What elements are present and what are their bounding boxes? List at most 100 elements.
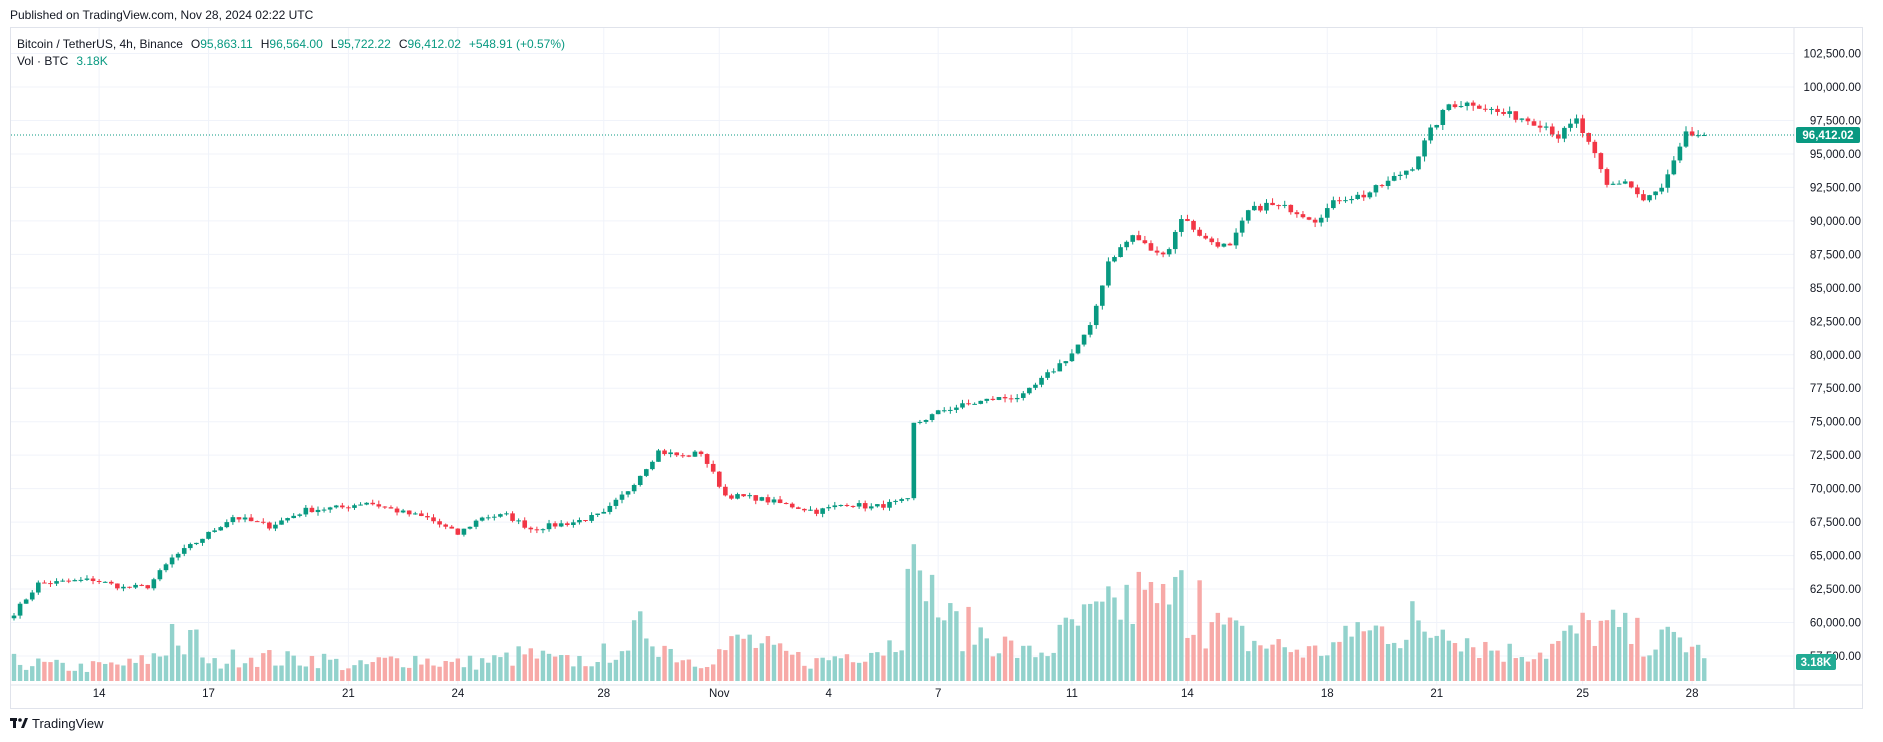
candle-body (1586, 133, 1592, 142)
volume-bar (1616, 627, 1622, 681)
candle-body (1689, 131, 1695, 136)
candle-body (1635, 187, 1640, 195)
tradingview-logo-icon (10, 718, 28, 729)
volume-bar (838, 658, 844, 681)
candle-body (1343, 200, 1348, 202)
candle-body (814, 509, 819, 514)
candle-body (133, 584, 138, 588)
time-axis: 14 17 21 24 28 Nov 4 7 11 14 18 21 25 28 (93, 688, 1699, 700)
volume-bar (935, 617, 941, 681)
volume-bar (911, 544, 917, 681)
price-tick-label: 102,500.00 (1803, 49, 1861, 61)
candle-body (1574, 118, 1579, 124)
candle-body (1300, 214, 1306, 218)
volume-bar (1154, 603, 1160, 681)
candle-body (1106, 261, 1111, 286)
volume-bar (139, 655, 144, 681)
volume-bar (966, 606, 971, 681)
price-tick-label: 67,500.00 (1810, 517, 1861, 529)
volume-bar (109, 662, 114, 681)
candle-body (510, 513, 515, 521)
volume-bar (291, 655, 296, 681)
volume-bar (1689, 646, 1695, 681)
candle-body (1653, 191, 1658, 196)
volume-bar (1385, 644, 1391, 681)
candle-body (1598, 153, 1604, 170)
volume-bar (419, 664, 424, 681)
volume-bar (516, 646, 521, 681)
candle-body (1355, 194, 1360, 199)
candle-body (546, 523, 552, 530)
volume-bar (1501, 661, 1506, 681)
candle-body (1093, 305, 1099, 326)
footer-brand[interactable]: TradingView (10, 716, 104, 731)
volume-bar (23, 669, 29, 681)
candle-body (1495, 108, 1500, 112)
time-tick-label: 28 (597, 688, 610, 700)
candle-body (1701, 135, 1707, 137)
candle-body (443, 524, 448, 527)
candle-body (11, 615, 17, 619)
volume-bar (1015, 657, 1020, 681)
candle-body (1349, 198, 1354, 201)
candle-body (1027, 387, 1032, 394)
volume-bar (1410, 601, 1415, 681)
volume-bar (832, 656, 837, 681)
candle-body (151, 579, 157, 589)
candle-body (571, 522, 576, 526)
candle-body (42, 582, 47, 584)
candle-body (1306, 217, 1312, 220)
volume-bar (340, 670, 345, 681)
last-volume-label: 3.18K (1801, 657, 1832, 669)
volume-bar (741, 638, 746, 681)
volume-bar (1598, 620, 1604, 681)
candle-body (267, 522, 272, 529)
last-volume-badge (1796, 654, 1836, 670)
candle-body (1525, 118, 1531, 122)
candle-body (850, 505, 856, 507)
volume-row: Vol · BTC 3.18K (17, 53, 565, 70)
volume-bar (175, 645, 181, 681)
price-tick-label: 85,000.00 (1810, 283, 1861, 295)
volume-bar (224, 663, 229, 681)
volume-bar (662, 645, 667, 681)
candle-body (1543, 126, 1549, 128)
volume-bar (455, 658, 461, 681)
candle-body (595, 513, 600, 515)
volume-bar (1325, 655, 1330, 681)
candle-body (1008, 398, 1014, 400)
volume-bar (218, 668, 223, 681)
candle-body (181, 548, 187, 554)
volume-bar (388, 656, 394, 681)
candle-body (1051, 371, 1056, 373)
price-tick-label: 90,000.00 (1810, 216, 1861, 228)
volume-bar (1580, 612, 1585, 681)
volume-bar (881, 655, 886, 681)
volume-bar (595, 662, 600, 681)
volume-bar (1173, 576, 1178, 681)
candle-body (1641, 194, 1646, 201)
candle-body (297, 514, 303, 516)
candle-body (273, 524, 278, 529)
volume-bar (1246, 651, 1251, 681)
volume-bar (1081, 604, 1087, 681)
candle-body (212, 530, 217, 532)
candle-body (747, 495, 752, 497)
volume-bar (644, 638, 649, 681)
volume-bar (1300, 657, 1306, 681)
candle-body (1063, 361, 1069, 364)
volume-bar (151, 653, 157, 681)
candle-body (169, 557, 175, 565)
candle-body (844, 504, 850, 506)
price-tick-label: 72,500.00 (1810, 450, 1861, 462)
time-tick-label: 11 (1066, 688, 1078, 700)
candle-body (1288, 204, 1294, 213)
volume-bar (863, 661, 868, 681)
candle-body (1604, 169, 1610, 185)
candle-body (820, 508, 825, 514)
high-label: H (260, 37, 270, 51)
volume-bar (66, 670, 71, 681)
candle-body (1464, 102, 1470, 107)
volume-bar (942, 620, 947, 681)
